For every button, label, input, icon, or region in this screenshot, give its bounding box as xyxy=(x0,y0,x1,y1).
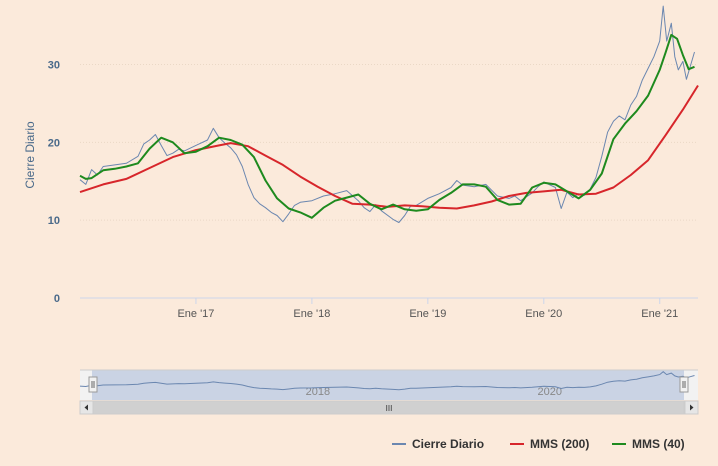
scrollbar-right-arrow-button[interactable] xyxy=(684,400,699,415)
navigator-series-line xyxy=(79,371,695,391)
x-tick-label: Ene '18 xyxy=(293,308,330,320)
handle-body xyxy=(679,376,689,393)
legend-item-label[interactable]: Cierre Diario xyxy=(412,437,484,451)
legend-item-label[interactable]: MMS (200) xyxy=(530,437,589,451)
plot-series xyxy=(79,5,699,223)
series-line-0 xyxy=(79,5,695,223)
y-tick-label: 30 xyxy=(48,59,60,71)
x-tick-label: Ene '20 xyxy=(525,308,562,320)
y-axis-label: Cierre Diario xyxy=(23,121,37,189)
chevron-left-icon xyxy=(84,404,88,411)
navigator-selected-range[interactable] xyxy=(92,370,684,400)
legend-item-label[interactable]: MMS (40) xyxy=(632,437,685,451)
x-axis-ticks: Ene '17 Ene '18 Ene '19 Ene '20 Ene '21 xyxy=(177,298,678,320)
navigator-handle-right[interactable] xyxy=(679,376,689,393)
x-tick-label: Ene '21 xyxy=(641,308,678,320)
chevron-right-icon xyxy=(690,404,694,411)
navigator-scrollbar[interactable]: III xyxy=(79,400,699,415)
grid-lines xyxy=(80,63,698,221)
y-axis-ticks: 0 10 20 30 xyxy=(48,59,60,305)
series-line-2 xyxy=(79,33,695,219)
y-tick-label: 10 xyxy=(48,215,60,227)
navigator[interactable]: 2018 2020 xyxy=(79,369,698,400)
navigator-label: 2018 xyxy=(306,386,330,398)
y-tick-label: 20 xyxy=(48,137,60,149)
handle-body xyxy=(88,376,98,393)
navigator-handle-left[interactable] xyxy=(88,376,98,393)
x-tick-label: Ene '17 xyxy=(177,308,214,320)
scrollbar-left-arrow-button[interactable] xyxy=(79,400,94,415)
scrollbar-grip-icon: III xyxy=(386,404,393,413)
navigator-labels: 2018 2020 xyxy=(306,386,562,398)
x-tick-label: Ene '19 xyxy=(409,308,446,320)
navigator-label: 2020 xyxy=(538,386,562,398)
series-line-1 xyxy=(79,84,699,210)
legend: Cierre Diario MMS (200) MMS (40) xyxy=(392,437,685,451)
y-tick-label: 0 xyxy=(54,293,60,305)
navigator-background xyxy=(80,370,698,400)
